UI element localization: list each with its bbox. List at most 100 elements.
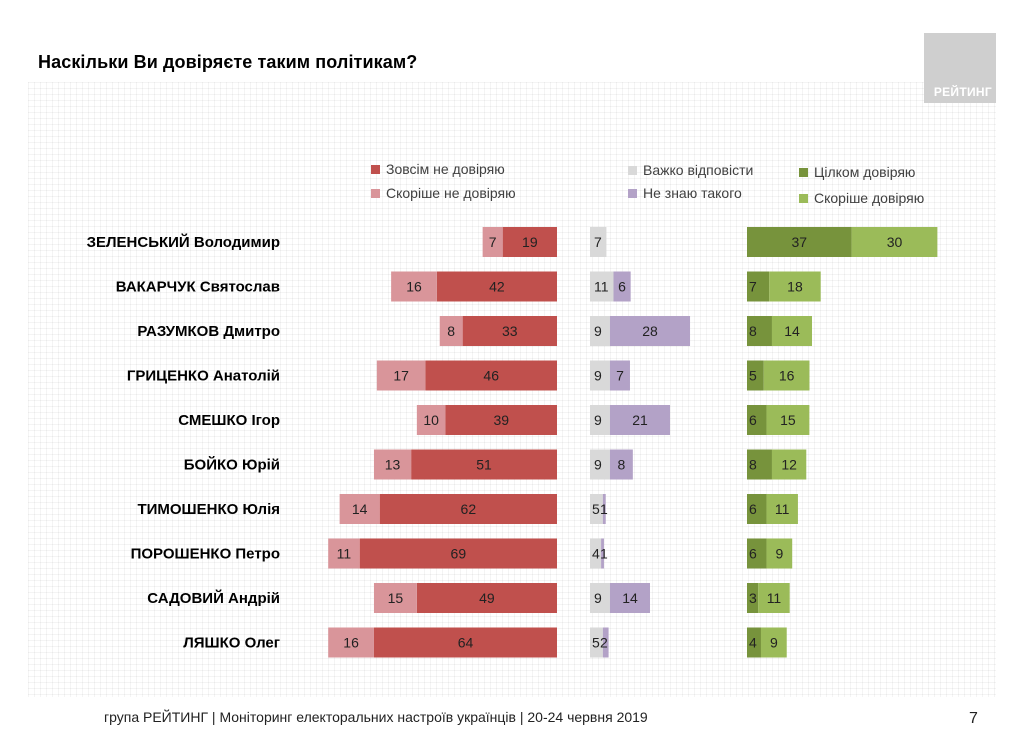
value-dont-know-row-1: 6 [618,279,626,295]
value-dont-know-row-2: 28 [642,323,658,339]
category-label-3: ГРИЦЕНКО Анатолій [127,368,280,385]
legend-swatch-rather-distrust [371,188,380,198]
bar-hard-to-say-row-8 [590,583,610,613]
bar-full-distrust-row-3 [425,360,557,391]
legend-full-trust: Цілком довіряю [799,164,915,180]
bar-full-distrust-row-4 [445,405,557,435]
category-label-6: ТИМОШЕНКО Юлія [137,501,280,518]
value-dont-know-row-9: 2 [600,635,608,651]
value-full-distrust-row-5: 51 [476,457,492,473]
rating-logo: РЕЙТИНГ [924,33,996,103]
value-dont-know-row-8: 14 [622,590,638,606]
value-dont-know-row-3: 7 [616,368,624,384]
bar-rather-distrust-row-1 [391,271,437,302]
value-rather-distrust-row-9: 16 [343,635,359,651]
page-number: 7 [969,710,978,727]
footer-text: група РЕЙТИНГ | Моніторинг електоральних… [104,709,648,725]
bar-rather-trust-row-6 [766,494,798,524]
value-full-distrust-row-8: 49 [479,590,495,606]
value-rather-trust-row-5: 12 [781,457,797,473]
bar-full-distrust-row-0 [502,227,557,257]
legend-rather-trust: Скоріше довіряю [799,190,924,206]
value-full-trust-row-1: 7 [749,279,757,295]
bar-hard-to-say-row-9 [590,627,603,658]
category-label-4: СМЕШКО Ігор [178,412,280,429]
bar-rather-distrust-row-2 [439,316,463,346]
value-hard-to-say-row-8: 9 [594,590,602,606]
value-full-trust-row-2: 8 [749,323,757,339]
bar-full-trust-row-0 [747,227,852,257]
bar-full-distrust-row-5 [411,449,557,480]
logo-text: РЕЙТИНГ [933,85,992,99]
value-hard-to-say-row-5: 9 [594,457,602,473]
value-dont-know-row-4: 21 [632,412,648,428]
category-label-1: ВАКАРЧУК Святослав [116,279,280,296]
value-rather-distrust-row-4: 10 [423,412,439,428]
value-rather-distrust-row-7: 11 [337,546,352,562]
value-rather-trust-row-9: 9 [770,635,778,651]
bar-hard-to-say-row-5 [590,449,610,480]
bar-rather-trust-row-8 [758,583,790,613]
bar-rather-trust-row-3 [763,360,810,391]
bar-hard-to-say-row-0 [590,227,607,257]
bar-rather-trust-row-0 [851,227,938,257]
bar-dont-know-row-3 [609,360,630,391]
value-rather-trust-row-3: 16 [779,368,795,384]
bar-hard-to-say-row-4 [590,405,610,435]
bar-dont-know-row-8 [609,583,650,613]
value-rather-distrust-row-5: 13 [385,457,401,473]
bar-rather-trust-row-9 [760,627,787,658]
value-hard-to-say-row-2: 9 [594,323,602,339]
bar-dont-know-row-1 [613,271,631,302]
value-full-distrust-row-2: 33 [502,323,518,339]
bar-rather-distrust-row-9 [328,627,374,658]
bar-full-trust-row-6 [747,494,767,524]
value-rather-trust-row-2: 14 [784,323,800,339]
value-hard-to-say-row-4: 9 [594,412,602,428]
legend-dont-know: Не знаю такого [628,185,742,201]
legend-label-hard-to-say: Важко відповісти [643,162,754,178]
bar-full-trust-row-3 [747,360,764,391]
value-hard-to-say-row-9: 5 [592,635,600,651]
bar-rather-distrust-row-5 [373,449,412,480]
value-full-distrust-row-1: 42 [489,279,505,295]
value-hard-to-say-row-6: 5 [592,501,600,517]
bar-hard-to-say-row-3 [590,360,610,391]
value-full-distrust-row-3: 46 [483,368,499,384]
value-rather-trust-row-7: 9 [775,546,783,562]
bar-dont-know-row-7 [601,538,604,569]
value-full-distrust-row-7: 69 [451,546,467,562]
legend-swatch-dont-know [628,188,637,198]
bar-full-distrust-row-1 [436,271,557,302]
bar-full-distrust-row-6 [379,494,557,524]
value-full-trust-row-5: 8 [749,457,757,473]
value-rather-trust-row-4: 15 [780,412,796,428]
bar-rather-distrust-row-0 [482,227,503,257]
bar-rather-distrust-row-8 [373,583,417,613]
value-rather-distrust-row-1: 16 [406,279,422,295]
page-title: Наскільки Ви довіряєте таким політикам? [38,52,418,72]
bar-rather-trust-row-1 [769,271,821,302]
legend-swatch-rather-trust [799,193,808,203]
value-full-distrust-row-4: 39 [493,412,509,428]
value-rather-distrust-row-3: 17 [393,368,409,384]
value-rather-trust-row-1: 18 [787,279,803,295]
bar-full-distrust-row-2 [462,316,557,346]
bar-dont-know-row-5 [609,449,633,480]
category-label-7: ПОРОШЕНКО Петро [131,546,280,563]
bar-rather-distrust-row-3 [376,360,426,391]
bar-hard-to-say-row-7 [590,538,602,569]
bar-hard-to-say-row-2 [590,316,610,346]
legend-hard-to-say: Важко відповісти [628,162,753,178]
bar-rather-trust-row-2 [771,316,813,346]
bar-rather-distrust-row-7 [328,538,360,569]
value-hard-to-say-row-1: 11 [594,279,609,295]
legend-label-rather-distrust: Скоріше не довіряю [386,185,516,201]
value-hard-to-say-row-3: 9 [594,368,602,384]
bar-full-distrust-row-7 [359,538,557,569]
bar-full-trust-row-5 [747,449,772,480]
legend-label-full-trust: Цілком довіряю [814,164,916,180]
bar-full-distrust-row-8 [416,583,557,613]
value-full-trust-row-6: 6 [749,501,757,517]
